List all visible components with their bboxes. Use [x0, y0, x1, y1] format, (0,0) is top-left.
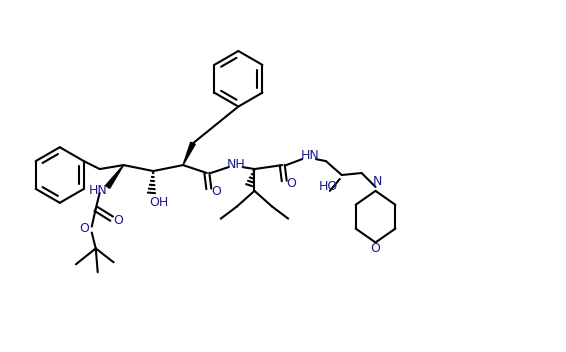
Text: OH: OH — [149, 196, 169, 209]
Text: HO: HO — [318, 181, 337, 193]
Polygon shape — [106, 165, 123, 188]
Text: O: O — [211, 186, 221, 199]
Text: HN: HN — [88, 184, 107, 197]
Text: O: O — [114, 214, 123, 227]
Text: NH: NH — [227, 158, 246, 171]
Text: HN: HN — [301, 149, 319, 162]
Text: O: O — [79, 222, 89, 235]
Text: N: N — [373, 175, 382, 188]
Text: O: O — [286, 177, 296, 190]
Text: O: O — [371, 242, 380, 255]
Polygon shape — [183, 142, 195, 165]
